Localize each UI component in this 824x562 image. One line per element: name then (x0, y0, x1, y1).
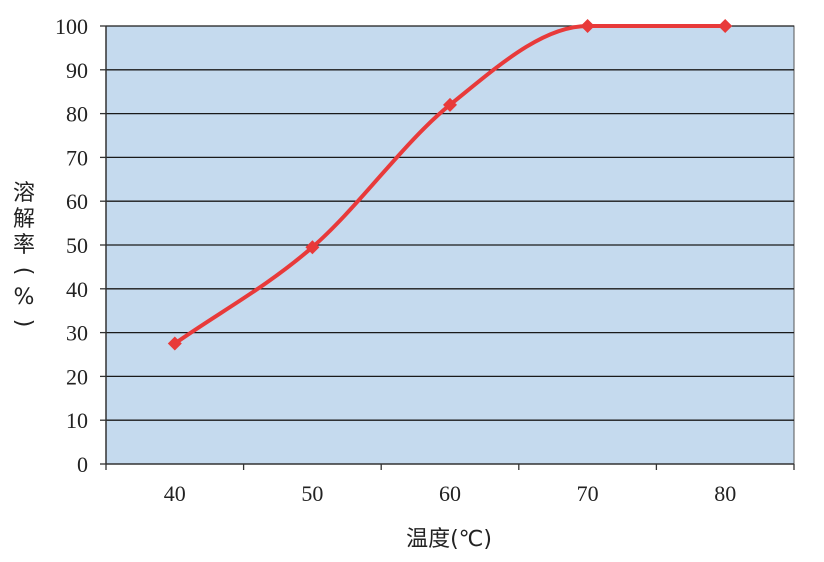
y-tick-labels: 0 10 20 30 40 50 60 70 80 90 100 (55, 14, 88, 477)
y-axis-title-char: 解 (13, 207, 35, 232)
x-tick-label: 40 (164, 481, 186, 506)
y-axis-title-char: 率 (13, 233, 35, 258)
y-tick-label: 50 (66, 233, 88, 258)
x-tick-label: 60 (439, 481, 461, 506)
data-point-marker (167, 336, 182, 351)
x-tick-label: 80 (714, 481, 736, 506)
grid-lines (100, 25, 794, 465)
series-line (172, 23, 728, 346)
y-axis-title-char: ) (11, 319, 36, 328)
y-tick-label: 0 (77, 452, 88, 477)
y-tick-label: 80 (66, 102, 88, 127)
x-tick-label: 70 (577, 481, 599, 506)
y-axis-title-char: 溶 (13, 181, 35, 206)
y-axis-title-char: % (14, 285, 35, 310)
data-point-marker (305, 240, 320, 255)
y-tick-label: 70 (66, 145, 88, 170)
data-point-marker (580, 19, 595, 33)
data-point-marker (718, 19, 733, 33)
x-tick-label: 50 (301, 481, 323, 506)
y-axis-title: 溶解率 (%) (11, 181, 36, 327)
data-markers (167, 19, 733, 351)
x-axis-title: 温度(℃) (406, 527, 492, 552)
y-tick-label: 10 (66, 408, 88, 433)
y-tick-label: 40 (66, 277, 88, 302)
y-tick-label: 100 (55, 14, 88, 39)
y-tick-label: 30 (66, 321, 88, 346)
y-tick-label: 90 (66, 58, 88, 83)
y-tick-label: 20 (66, 364, 88, 389)
x-tick-labels: 40 50 60 70 80 (105, 464, 795, 506)
y-axis-title-char: ( (11, 267, 36, 276)
data-point-marker (443, 97, 457, 112)
y-tick-label: 60 (66, 189, 88, 214)
